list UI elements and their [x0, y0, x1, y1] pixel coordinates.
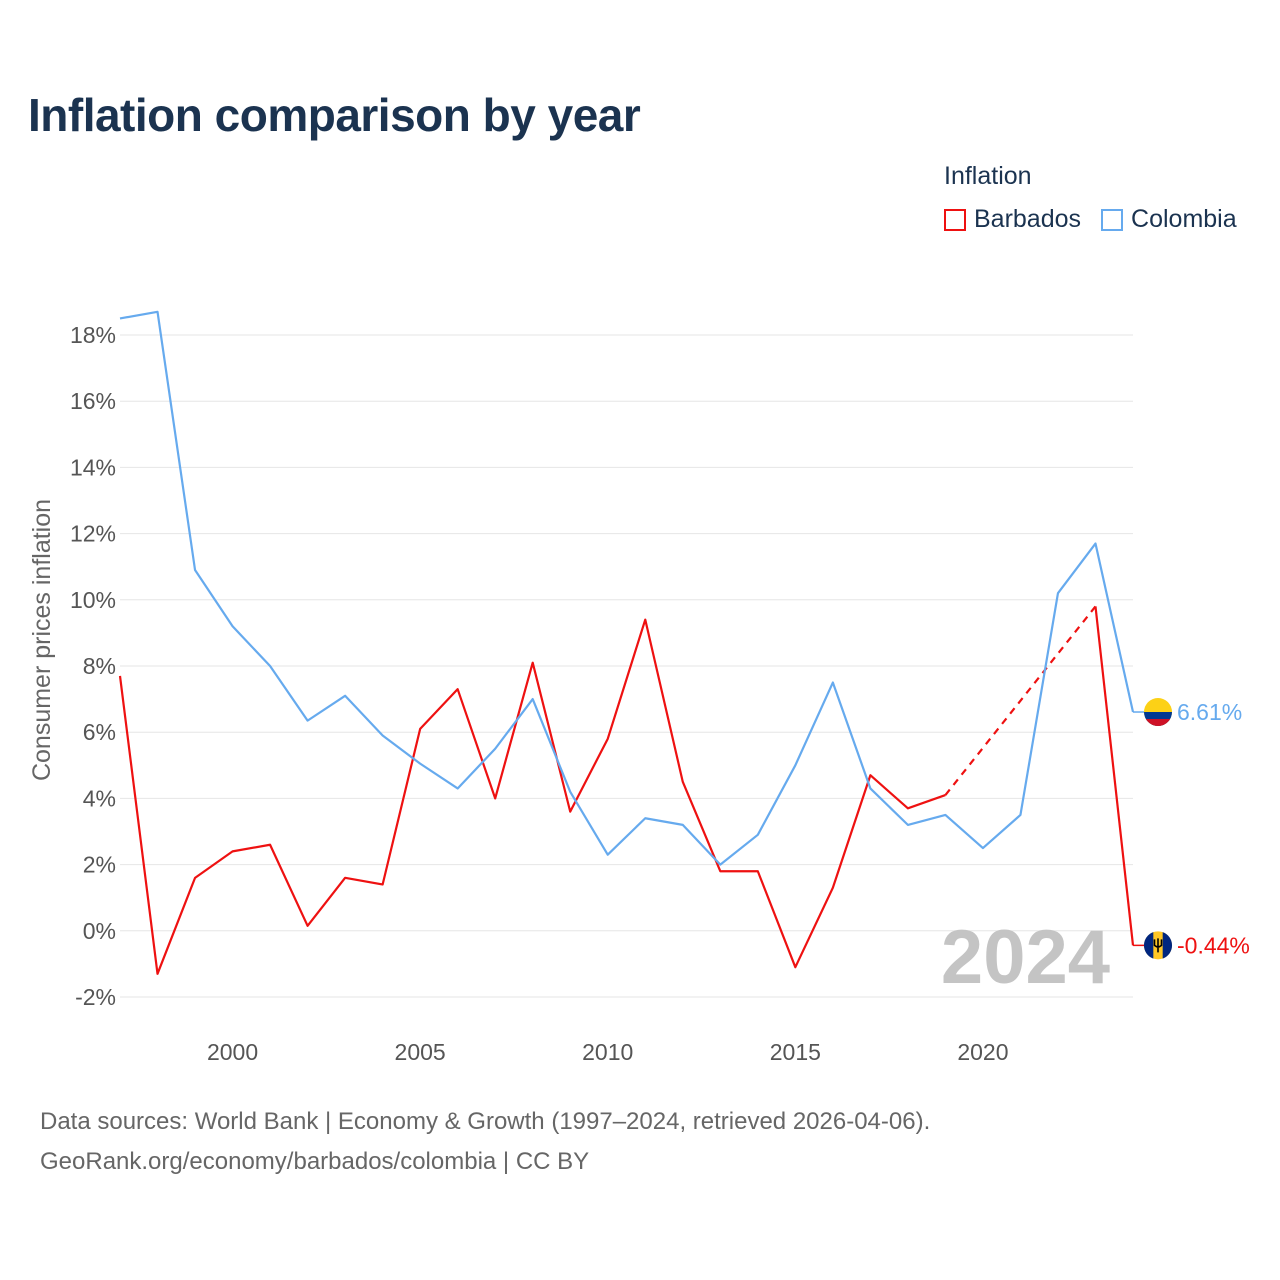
y-tick-label: 16%: [70, 388, 116, 414]
x-tick-label: 2020: [957, 1039, 1008, 1065]
y-tick-label: -2%: [75, 984, 116, 1010]
series-line-colombia: [119, 310, 1135, 866]
footer-source: Data sources: World Bank | Economy & Gro…: [40, 1108, 931, 1135]
chart-title: Inflation comparison by year: [28, 89, 641, 141]
series-line-barbados: [118, 618, 946, 975]
barbados-flag-icon: [1143, 932, 1154, 959]
y-tick-label: 0%: [83, 918, 116, 944]
y-tick-label: 8%: [83, 653, 116, 679]
barbados-flag-icon: [1153, 938, 1163, 953]
x-tick-label: 2010: [582, 1039, 633, 1065]
series-line-barbados: [1094, 606, 1135, 946]
y-axis-label: Consumer prices inflation: [28, 499, 56, 781]
end-value-label-colombia: 6.61%: [1177, 699, 1242, 725]
y-tick-label: 2%: [83, 852, 116, 878]
y-tick-label: 12%: [70, 521, 116, 547]
legend-label-colombia: Colombia: [1131, 205, 1237, 233]
legend-item-barbados[interactable]: Barbados: [944, 205, 1081, 234]
legend-item-colombia[interactable]: Colombia: [1101, 205, 1237, 234]
x-tick-label: 2005: [395, 1039, 446, 1065]
end-value-label-barbados: -0.44%: [1177, 932, 1250, 958]
legend-swatch-barbados: [944, 208, 966, 231]
year-watermark: 2024: [941, 915, 1110, 1000]
legend: Barbados Colombia: [944, 205, 1257, 234]
legend-title: Inflation: [944, 162, 1032, 190]
x-tick-label: 2015: [770, 1039, 821, 1065]
y-tick-label: 10%: [70, 587, 116, 613]
x-tick-label: 2000: [207, 1039, 258, 1065]
y-tick-label: 6%: [83, 719, 116, 745]
barbados-flag-icon: [1162, 932, 1173, 959]
y-tick-label: 18%: [70, 322, 116, 348]
legend-swatch-colombia: [1101, 208, 1124, 231]
colombia-flag-icon: [1145, 719, 1171, 726]
legend-label-barbados: Barbados: [974, 205, 1082, 233]
y-tick-label: 14%: [70, 454, 116, 480]
footer-link: GeoRank.org/economy/barbados/colombia | …: [40, 1148, 590, 1175]
series-gap-dashed-barbados: [944, 605, 1097, 796]
y-tick-label: 4%: [83, 785, 116, 811]
